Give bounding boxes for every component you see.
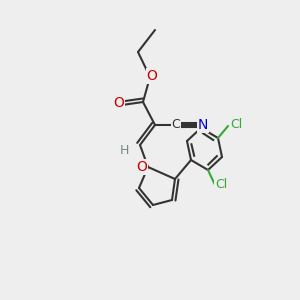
Text: N: N (198, 118, 208, 132)
Text: Cl: Cl (230, 118, 242, 130)
Text: O: O (114, 96, 124, 110)
Text: O: O (147, 69, 158, 83)
Text: O: O (136, 160, 147, 174)
Text: Cl: Cl (215, 178, 227, 191)
Text: H: H (119, 143, 129, 157)
Text: C: C (172, 118, 180, 131)
